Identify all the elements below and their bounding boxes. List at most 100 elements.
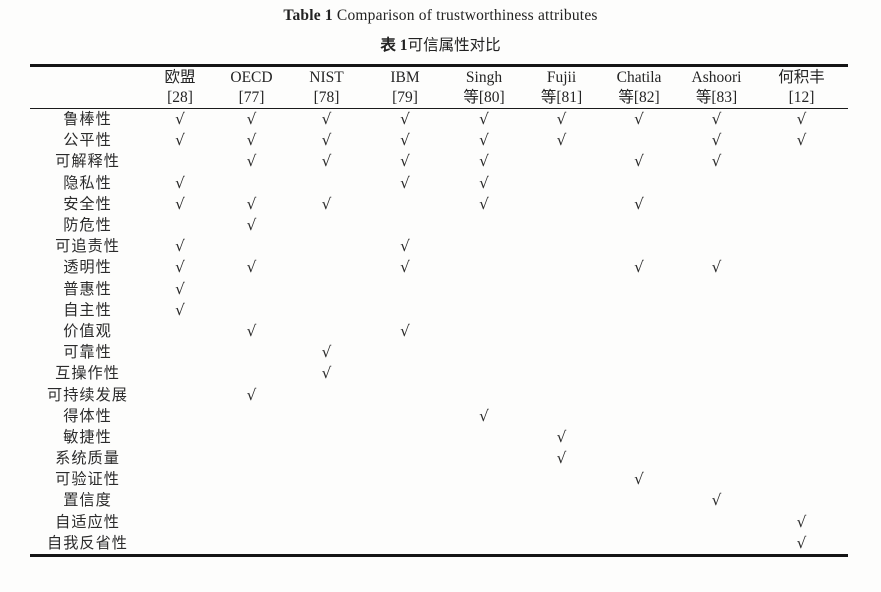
check-mark: √ [175,173,185,192]
check-mark: √ [711,258,722,277]
row-label: 系统质量 [55,450,120,468]
check-cell-empty [215,279,288,300]
check-mark: √ [321,194,332,213]
check-mark: √ [400,110,410,129]
check-cell-empty [445,215,523,236]
check-cell-empty [145,384,215,405]
row-label: 自我反省性 [47,534,128,552]
check-cell-empty [678,448,755,469]
check-cell-empty [600,279,678,300]
check-cell-empty [445,321,523,342]
check-mark: √ [400,321,410,340]
table-row: 公平性 √ √ √ √ √ √ √ √ [30,130,848,151]
check-mark: √ [175,194,185,213]
table-row: 可解释性 √ √ √ √ √ √ [30,151,848,172]
check-cell-empty [445,257,523,278]
row-label: 安全性 [63,195,112,213]
check-cell-empty [445,469,523,490]
header-row: 欧盟 [28] OECD [77] NIST [78] IBM [79] Singh 等[80] F… [30,66,848,109]
check-cell-empty [445,342,523,363]
check-cell-empty [600,448,678,469]
check-mark: √ [796,533,807,552]
row-label: 鲁棒性 [63,111,112,129]
check-cell-empty [288,448,365,469]
check-mark: √ [711,110,722,129]
check-cell-empty [678,342,755,363]
row-label: 可靠性 [63,344,112,362]
table-body: 鲁棒性 √ √ √ √ √ √ √ √ √ 公平性 √ √ √ √ √ √ √ √ 可解释性 √ √ √ √ √ √ 隐私性 √ √ √ 安… [30,109,848,556]
check-cell-empty [600,130,678,151]
check-cell-empty [755,194,848,215]
check-cell-empty [445,384,523,405]
check-cell-empty [600,533,678,556]
check-cell-empty [445,427,523,448]
row-label: 敏捷性 [63,428,112,446]
table-title-text: Comparison of trustworthiness attributes [332,7,598,24]
check-cell-empty [365,533,445,556]
check-cell-empty [145,406,215,427]
check-cell-empty [755,469,848,490]
row-label: 得体性 [63,407,112,425]
check-cell-empty [215,406,288,427]
check-cell-empty [600,300,678,321]
row-label: 自主性 [63,301,112,319]
check-cell-empty [523,342,600,363]
trustworthiness-comparison-table: 欧盟 [28] OECD [77] NIST [78] IBM [79] Singh 等[80] F… [30,64,848,557]
table-title-label: Table 1 [283,7,333,24]
check-cell-empty [215,427,288,448]
check-cell-empty [755,448,848,469]
check-cell-empty [445,300,523,321]
check-cell-empty [678,469,755,490]
check-cell-empty [445,512,523,533]
check-cell-empty [678,512,755,533]
check-cell-empty [445,363,523,384]
table-row: 置信度 √ [30,490,848,511]
row-label: 可持续发展 [47,386,128,404]
table-title-chinese: 表 1可信属性对比 [0,33,881,55]
check-mark: √ [556,427,567,446]
check-cell-empty [145,469,215,490]
check-cell-empty [600,490,678,511]
check-mark: √ [246,258,257,277]
check-cell-empty [600,363,678,384]
check-cell-empty [365,448,445,469]
check-mark: √ [321,131,332,150]
table-row: 敏捷性 √ [30,427,848,448]
check-cell-empty [755,384,848,405]
column-header-NIST: NIST [78] [309,68,344,106]
table-row: 防危性 √ [30,215,848,236]
check-cell-empty [215,533,288,556]
check-cell-empty [678,406,755,427]
check-cell-empty [288,533,365,556]
check-mark: √ [634,194,644,213]
check-cell-empty [288,279,365,300]
check-cell-empty [365,342,445,363]
check-cell-empty [288,257,365,278]
check-cell-empty [445,533,523,556]
table-row: 可靠性 √ [30,342,848,363]
row-label: 自适应性 [55,513,120,531]
table-row: 自主性 √ [30,300,848,321]
check-cell-empty [600,173,678,194]
column-header-欧盟: 欧盟 [28] [164,68,196,106]
table-row: 可追责性 √ √ [30,236,848,257]
table-row: 安全性 √ √ √ √ √ [30,194,848,215]
check-cell-empty [678,363,755,384]
check-mark: √ [321,152,332,171]
check-cell-empty [678,215,755,236]
check-cell-empty [523,512,600,533]
check-cell-empty [600,215,678,236]
check-cell-empty [755,257,848,278]
check-cell-empty [288,173,365,194]
check-cell-empty [365,512,445,533]
check-cell-empty [523,363,600,384]
check-cell-empty [600,406,678,427]
check-mark: √ [479,110,489,129]
check-cell-empty [755,321,848,342]
check-cell-empty [523,490,600,511]
column-header-Fujii: Fujii 等[81] [540,68,583,106]
check-mark: √ [796,110,807,129]
check-cell-empty [445,448,523,469]
check-cell-empty [215,236,288,257]
check-mark: √ [634,110,644,129]
